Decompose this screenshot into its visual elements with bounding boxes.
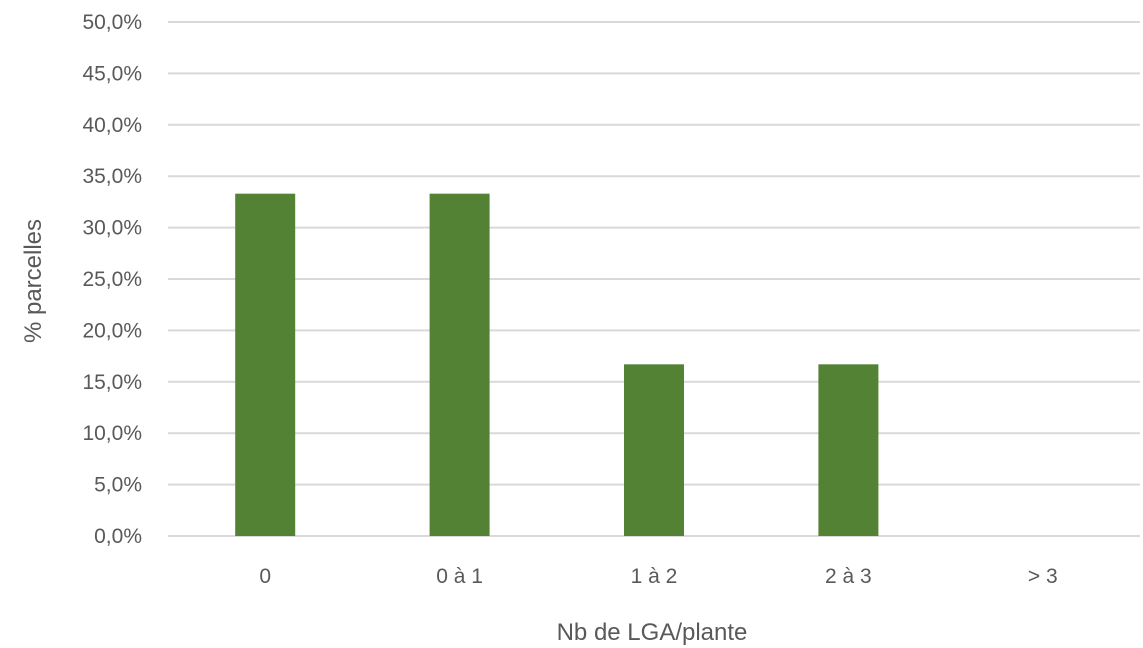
bar — [235, 193, 296, 536]
y-tick-label: 35,0% — [82, 165, 142, 188]
bar — [429, 193, 490, 536]
y-tick-label: 50,0% — [82, 11, 142, 34]
x-tick-label: > 3 — [1028, 565, 1058, 588]
y-tick-label: 30,0% — [82, 217, 142, 240]
x-tick-label: 2 à 3 — [825, 565, 872, 588]
y-tick-label: 15,0% — [82, 371, 142, 394]
x-tick-label: 0 à 1 — [436, 565, 483, 588]
bar — [624, 364, 684, 536]
x-tick-label: 0 — [259, 565, 271, 588]
y-tick-label: 40,0% — [82, 114, 142, 137]
y-tick-label: 10,0% — [82, 422, 142, 445]
bars — [235, 193, 879, 536]
bar — [818, 364, 879, 536]
gridlines — [168, 21, 1140, 537]
y-tick-label: 45,0% — [82, 62, 142, 85]
y-tick-label: 5,0% — [94, 474, 142, 497]
y-axis-title: % parcelles — [20, 219, 47, 343]
y-tick-label: 0,0% — [94, 525, 142, 548]
y-tick-label: 20,0% — [82, 319, 142, 342]
y-tick-label: 25,0% — [82, 268, 142, 291]
y-axis-ticks: 0,0% 5,0% 10,0% 15,0% 20,0% 25,0% 30,0% 35,0% 40… — [82, 11, 142, 548]
x-axis-ticks: 0 0 à 1 1 à 2 2 à 3 > 3 — [259, 565, 1057, 588]
x-tick-label: 1 à 2 — [631, 565, 678, 588]
x-axis-title: Nb de LGA/plante — [557, 619, 748, 646]
